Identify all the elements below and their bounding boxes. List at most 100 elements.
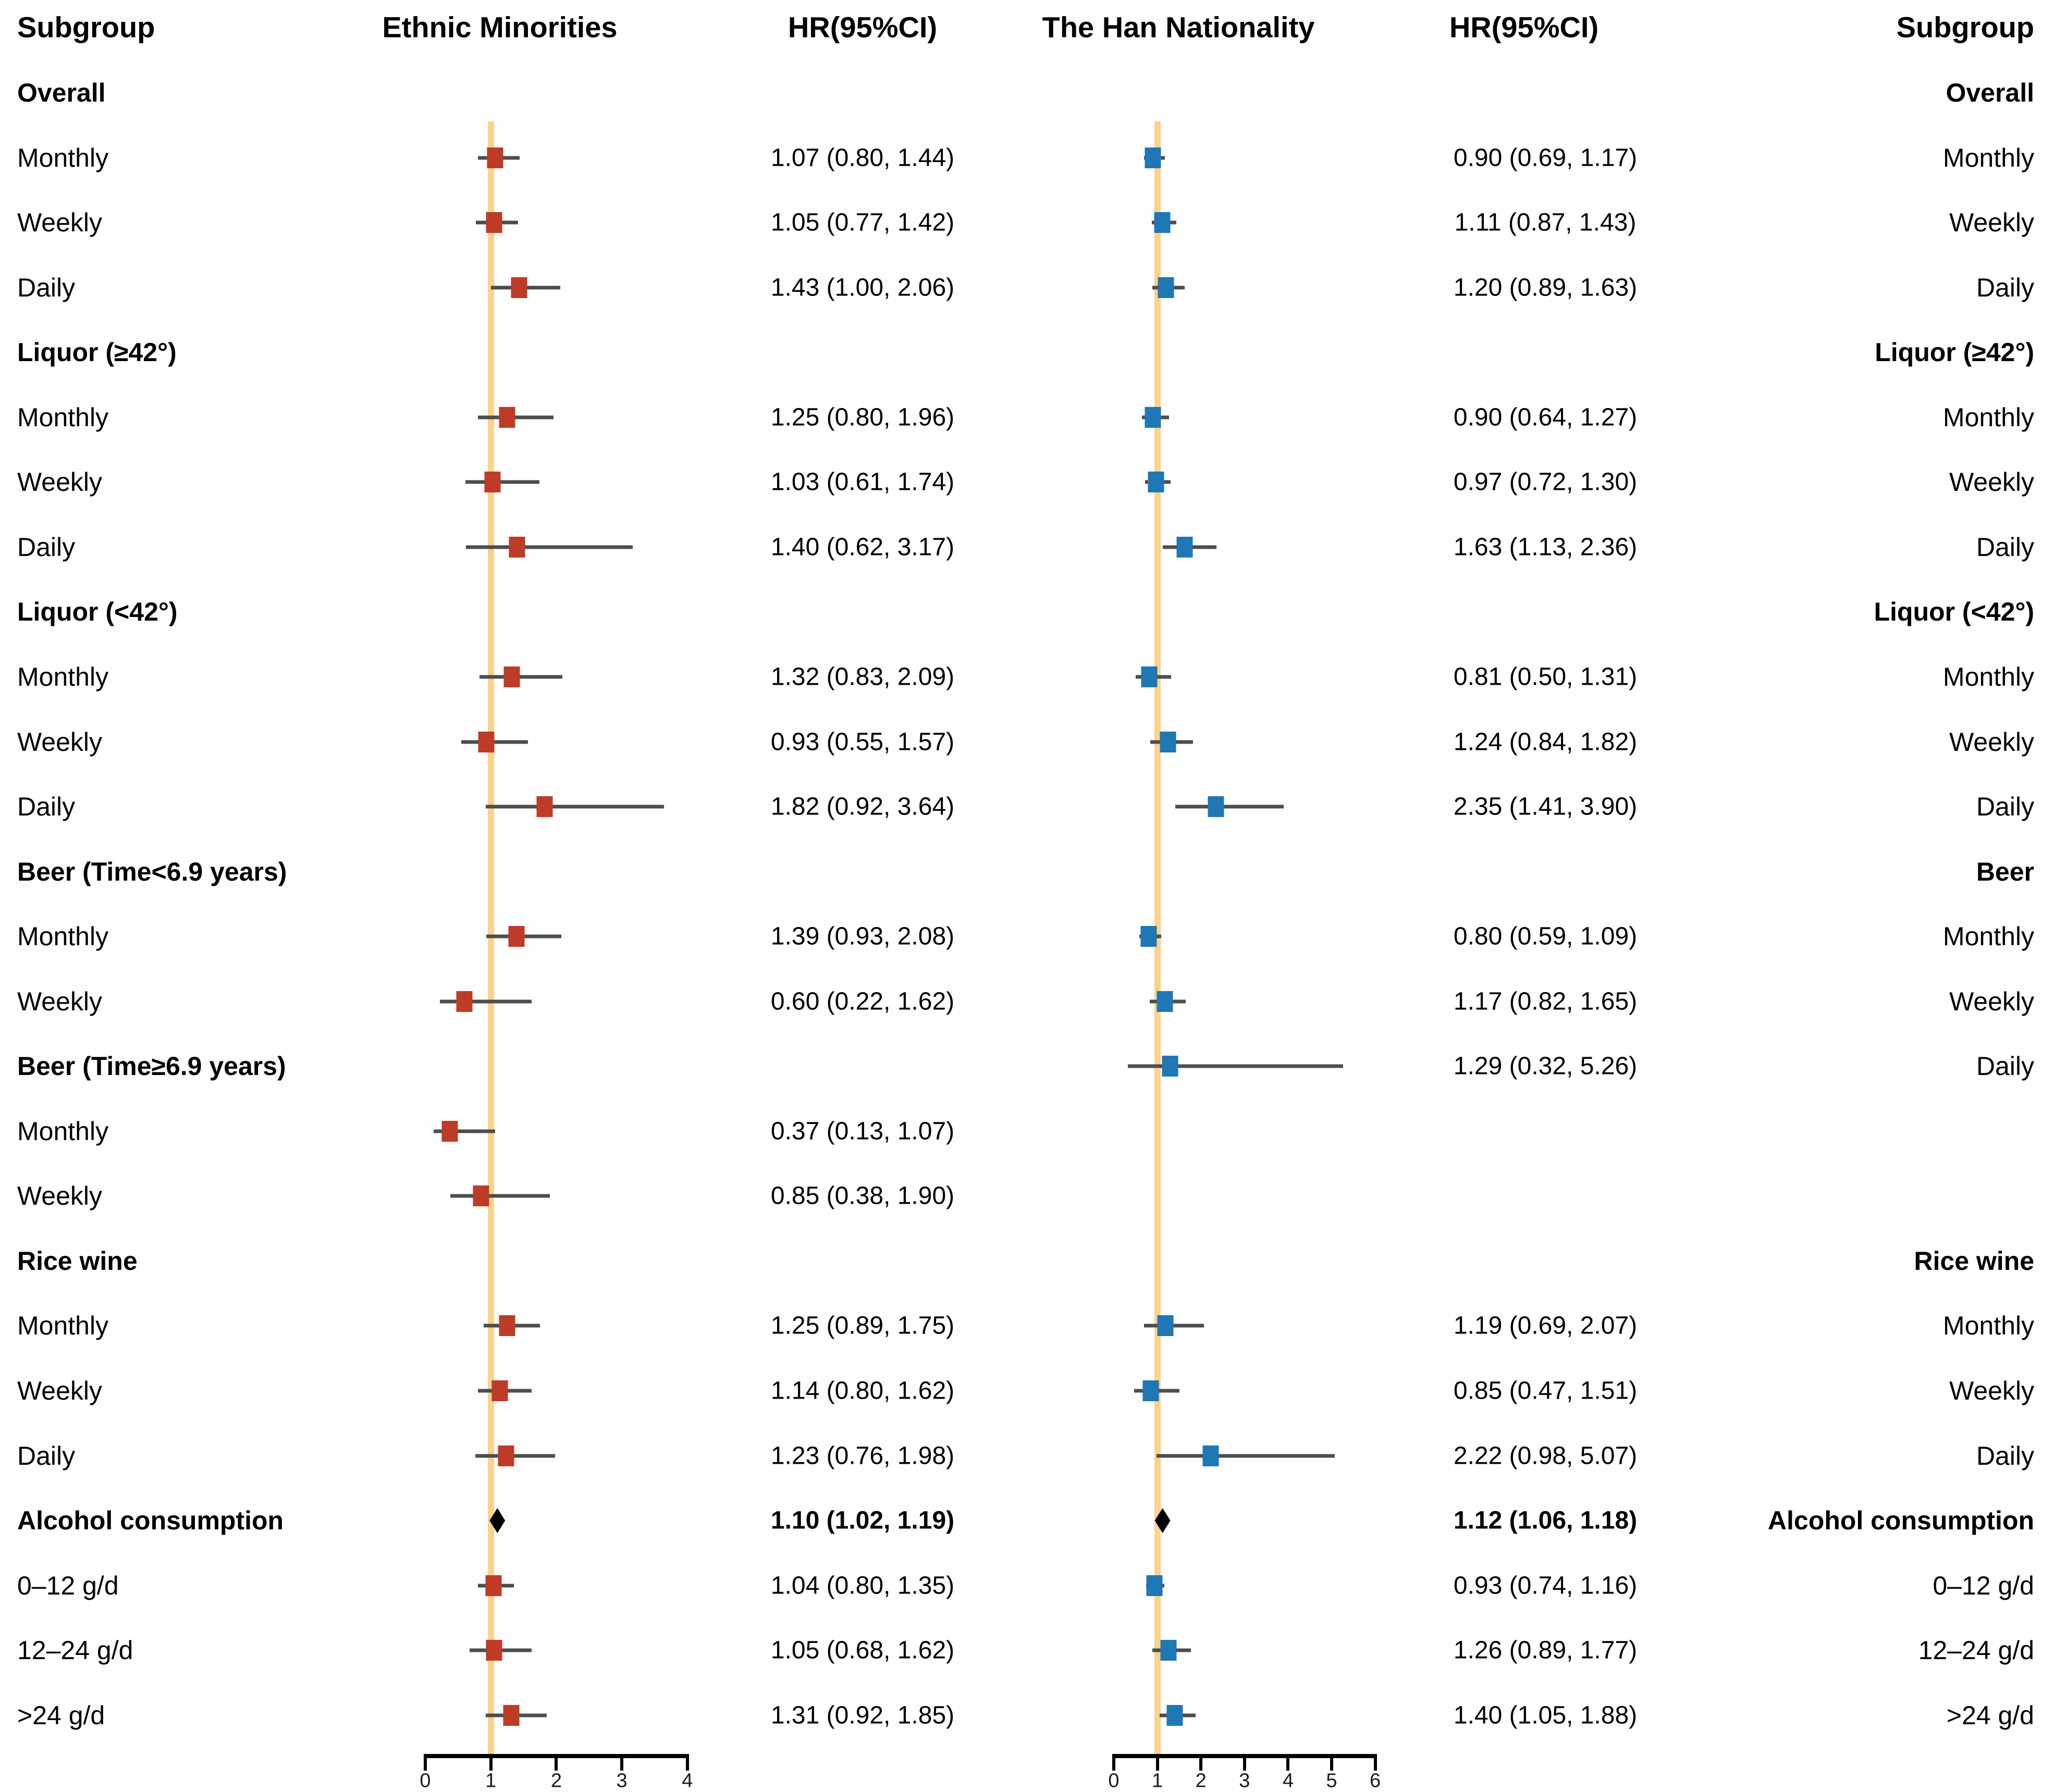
hr-value-han: 0.90 (0.69, 1.17) [1453,144,1638,172]
hr-value-ethnic-minorities: 1.40 (0.62, 3.17) [770,533,955,561]
x-axis-tick-ethnic-minorities [424,1754,427,1771]
subgroup-label-right: Weekly [1949,986,2034,1016]
x-axis-tick-han [1155,1754,1159,1771]
subgroup-label-left: 12–24 g/d [17,1636,133,1665]
hr-marker-ethnic-minorities [509,536,525,558]
hr-value-ethnic-minorities: 1.25 (0.89, 1.75) [770,1312,955,1340]
x-axis-tick-han [1112,1754,1115,1771]
subgroup-label-right: Daily [1976,792,2034,822]
column-header-ethnic-minorities: Ethnic Minorities [382,10,618,44]
column-header-hr-right: HR(95%CI) [1449,10,1599,44]
x-axis-tick-label-han: 3 [1239,1770,1250,1792]
hr-marker-han [1148,472,1164,493]
hr-value-ethnic-minorities: 1.31 (0.92, 1.85) [770,1701,955,1729]
hr-marker-han [1160,731,1176,752]
x-axis-tick-ethnic-minorities [555,1754,558,1771]
subgroup-label-left: Overall [17,78,106,107]
column-header-subgroup-left: Subgroup [17,10,155,44]
hr-marker-han [1166,1704,1183,1726]
hr-value-han: 1.19 (0.69, 2.07) [1453,1312,1638,1340]
hr-marker-ethnic-minorities [456,991,473,1012]
subgroup-label-right: >24 g/d [1946,1700,2034,1730]
hr-value-ethnic-minorities: 1.43 (1.00, 2.06) [770,274,955,302]
hr-marker-ethnic-minorities [441,1120,458,1142]
hr-marker-han [1158,277,1174,298]
hr-value-ethnic-minorities: 0.60 (0.22, 1.62) [770,987,955,1016]
ci-line-han [1143,1324,1204,1328]
hr-marker-han [1145,406,1161,428]
x-axis-tick-label-han: 6 [1370,1770,1381,1792]
hr-marker-ethnic-minorities [503,666,520,687]
hr-marker-ethnic-minorities [508,926,525,947]
hr-value-ethnic-minorities: 1.10 (1.02, 1.19) [770,1506,955,1535]
hr-value-han: 2.22 (0.98, 5.07) [1453,1442,1638,1470]
ci-line-ethnic-minorities [465,545,633,549]
subgroup-label-left: Monthly [17,1116,109,1146]
hr-value-han: 1.12 (1.06, 1.18) [1453,1506,1638,1535]
hr-value-han: 2.35 (1.41, 3.90) [1453,793,1638,821]
x-axis-tick-han [1199,1754,1203,1771]
x-axis-tick-label-ethnic-minorities: 2 [550,1770,562,1792]
hr-value-han: 1.20 (0.89, 1.63) [1453,274,1638,302]
hr-marker-ethnic-minorities [491,1380,508,1401]
hr-marker-han [1202,1445,1219,1466]
hr-marker-ethnic-minorities [473,1185,489,1207]
x-axis-tick-label-han: 0 [1108,1770,1120,1792]
hr-marker-ethnic-minorities [487,147,503,168]
hr-value-ethnic-minorities: 1.32 (0.83, 2.09) [770,663,955,691]
ci-line-ethnic-minorities [485,805,664,809]
hr-value-han: 1.17 (0.82, 1.65) [1453,987,1638,1016]
hr-value-ethnic-minorities: 1.25 (0.80, 1.96) [770,403,955,431]
hr-marker-han [1146,1575,1163,1596]
column-header-hr-left: HR(95%CI) [788,10,938,44]
subgroup-label-left: Daily [17,273,76,302]
hr-value-ethnic-minorities: 1.39 (0.93, 2.08) [770,922,955,950]
subgroup-label-right: Monthly [1942,662,2034,691]
x-axis-tick-label-han: 2 [1195,1770,1207,1792]
subgroup-label-right: Monthly [1942,922,2034,951]
hr-value-han: 1.40 (1.05, 1.88) [1453,1701,1638,1729]
subgroup-label-left: >24 g/d [17,1700,105,1730]
hr-marker-han [1154,212,1171,233]
subgroup-label-left: Liquor (≥42°) [17,338,177,367]
subgroup-label-left: Monthly [17,922,109,951]
subgroup-label-right: Monthly [1942,402,2034,432]
hr-value-han: 0.85 (0.47, 1.51) [1453,1377,1638,1405]
x-axis-tick-han [1243,1754,1246,1771]
hr-marker-ethnic-minorities [485,1575,502,1596]
hr-value-ethnic-minorities: 1.82 (0.92, 3.64) [770,793,955,821]
x-axis-tick-label-han: 1 [1152,1770,1163,1792]
subgroup-label-left: Rice wine [17,1246,138,1276]
x-axis-tick-label-ethnic-minorities: 0 [420,1770,431,1792]
hr-marker-han [1208,796,1224,818]
subgroup-label-left: Weekly [17,986,103,1016]
column-header-han-nationality: The Han Nationality [1042,10,1315,44]
hr-marker-han [1142,1380,1159,1401]
hr-marker-han [1157,1315,1174,1337]
hr-value-han: 0.90 (0.64, 1.27) [1453,403,1638,431]
subgroup-label-left: Daily [17,532,76,562]
subgroup-label-right: Weekly [1949,208,2034,238]
ci-line-han [1127,1064,1343,1068]
x-axis-tick-label-han: 4 [1282,1770,1294,1792]
hr-value-ethnic-minorities: 1.14 (0.80, 1.62) [770,1377,955,1405]
x-axis-tick-ethnic-minorities [489,1754,493,1771]
subgroup-label-right: Weekly [1949,1376,2034,1405]
subgroup-label-left: 0–12 g/d [17,1571,119,1600]
hr-marker-han [1162,1056,1178,1077]
hr-marker-ethnic-minorities [499,1315,515,1337]
hr-value-han: 0.81 (0.50, 1.31) [1453,663,1638,691]
hr-value-ethnic-minorities: 1.07 (0.80, 1.44) [770,144,955,172]
subgroup-label-left: Monthly [17,143,109,172]
ci-line-ethnic-minorities [439,999,532,1004]
hr-value-han: 1.63 (1.13, 2.36) [1453,533,1638,561]
hr-marker-han [1140,926,1157,947]
x-axis-tick-ethnic-minorities [620,1754,624,1771]
subgroup-label-right: Monthly [1942,143,2034,172]
subgroup-label-right: Weekly [1949,467,2034,497]
subgroup-label-left: Monthly [17,1311,109,1341]
hr-marker-ethnic-minorities [478,731,495,752]
x-axis-tick-han [1330,1754,1333,1771]
ci-line-ethnic-minorities [461,740,528,744]
